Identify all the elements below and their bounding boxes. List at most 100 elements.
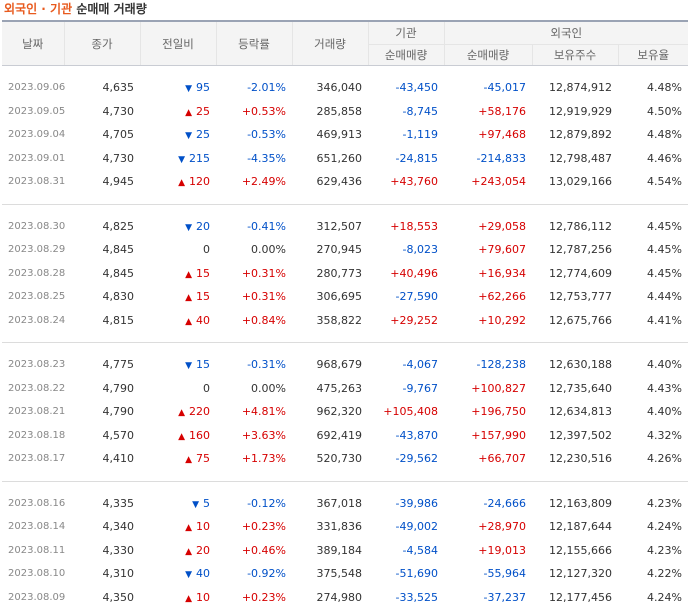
change-cell: ▲75 (140, 447, 216, 471)
foreign-net-cell: +19,013 (444, 539, 532, 563)
foreign-net-cell: -214,833 (444, 147, 532, 171)
change-cell: ▲40 (140, 309, 216, 333)
ratio-cell: 4.24% (618, 515, 688, 539)
rate-cell: +0.23% (216, 515, 292, 539)
up-triangle-icon: ▲ (185, 108, 192, 118)
close-cell: 4,335 (64, 492, 140, 516)
table-header: 날짜 종가 전일비 등락률 거래량 기관 외국인 순매매량 순매매량 보유주수 … (2, 21, 688, 66)
ratio-cell: 4.45% (618, 262, 688, 286)
rate-cell: +0.23% (216, 586, 292, 609)
change-cell: ▲10 (140, 586, 216, 609)
change-value: 160 (189, 429, 210, 442)
change-cell: ▲160 (140, 424, 216, 448)
row-spacer (2, 66, 688, 77)
holdings-cell: 12,155,666 (532, 539, 618, 563)
change-cell: ▲20 (140, 539, 216, 563)
holdings-cell: 12,774,609 (532, 262, 618, 286)
volume-cell: 962,320 (292, 400, 368, 424)
change-cell: ▲ 15 (140, 262, 216, 286)
holdings-cell: 13,029,166 (532, 170, 618, 194)
volume-cell: 520,730 (292, 447, 368, 471)
foreign-net-cell: +10,292 (444, 309, 532, 333)
holdings-cell: 12,230,516 (532, 447, 618, 471)
change-cell: ▼40 (140, 562, 216, 586)
inst-net-cell: +105,408 (368, 400, 444, 424)
ratio-cell: 4.22% (618, 562, 688, 586)
ratio-cell: 4.40% (618, 353, 688, 377)
change-cell: ▼95 (140, 76, 216, 100)
up-triangle-icon: ▲ (185, 594, 192, 604)
holdings-cell: 12,397,502 (532, 424, 618, 448)
rate-cell: +0.31% (216, 285, 292, 309)
rate-cell: +0.53% (216, 100, 292, 124)
inst-net-cell: +18,553 (368, 215, 444, 239)
change-value: 15 (196, 358, 210, 371)
change-value: 120 (189, 175, 210, 188)
inst-net-cell: -43,870 (368, 424, 444, 448)
ratio-cell: 4.46% (618, 147, 688, 171)
change-cell: ▲ 120 (140, 170, 216, 194)
holdings-cell: 12,753,777 (532, 285, 618, 309)
investor-trading-table: 날짜 종가 전일비 등락률 거래량 기관 외국인 순매매량 순매매량 보유주수 … (2, 20, 688, 609)
up-triangle-icon: ▲ (185, 547, 192, 557)
change-cell: 0 (140, 238, 216, 262)
date-cell: 2023.08.22 (2, 377, 64, 401)
inst-net-cell: -51,690 (368, 562, 444, 586)
date-cell: 2023.08.09 (2, 586, 64, 609)
foreign-net-cell: -37,237 (444, 586, 532, 609)
up-triangle-icon: ▲ (178, 408, 185, 418)
title-accent: 외국인 · 기관 (4, 2, 72, 16)
close-cell: 4,570 (64, 424, 140, 448)
date-cell: 2023.08.16 (2, 492, 64, 516)
rate-cell: -0.53% (216, 123, 292, 147)
change-cell: ▲220 (140, 400, 216, 424)
inst-net-cell: +29,252 (368, 309, 444, 333)
ratio-cell: 4.45% (618, 215, 688, 239)
date-cell: 2023.08.30 (2, 215, 64, 239)
up-triangle-icon: ▲ (178, 178, 185, 188)
ratio-cell: 4.48% (618, 123, 688, 147)
date-cell: 2023.09.05 (2, 100, 64, 124)
change-value: 0 (203, 243, 210, 256)
change-cell: ▼20 (140, 215, 216, 239)
foreign-net-cell: +58,176 (444, 100, 532, 124)
foreign-net-cell: +28,970 (444, 515, 532, 539)
down-triangle-icon: ▼ (185, 570, 192, 580)
date-cell: 2023.08.14 (2, 515, 64, 539)
rate-cell: -0.12% (216, 492, 292, 516)
ratio-cell: 4.44% (618, 285, 688, 309)
change-value: 25 (196, 105, 210, 118)
close-cell: 4,790 (64, 377, 140, 401)
date-cell: 2023.08.24 (2, 309, 64, 333)
down-triangle-icon: ▼ (178, 155, 185, 165)
foreign-net-cell: +79,607 (444, 238, 532, 262)
holdings-cell: 12,630,188 (532, 353, 618, 377)
row-spacer (2, 332, 688, 343)
foreign-net-cell: +66,707 (444, 447, 532, 471)
change-value: 215 (189, 152, 210, 165)
date-cell: 2023.08.17 (2, 447, 64, 471)
inst-net-cell: -24,815 (368, 147, 444, 171)
volume-cell: 367,018 (292, 492, 368, 516)
change-cell: ▼ 215 (140, 147, 216, 171)
close-cell: 4,790 (64, 400, 140, 424)
foreign-net-cell: +62,266 (444, 285, 532, 309)
volume-cell: 469,913 (292, 123, 368, 147)
change-cell: ▼15 (140, 353, 216, 377)
up-triangle-icon: ▲ (185, 270, 192, 280)
change-value: 15 (196, 267, 210, 280)
date-cell: 2023.08.18 (2, 424, 64, 448)
inst-net-cell: -29,562 (368, 447, 444, 471)
rate-cell: 0.00% (216, 238, 292, 262)
ratio-cell: 4.45% (618, 238, 688, 262)
change-value: 10 (196, 520, 210, 533)
volume-cell: 285,858 (292, 100, 368, 124)
